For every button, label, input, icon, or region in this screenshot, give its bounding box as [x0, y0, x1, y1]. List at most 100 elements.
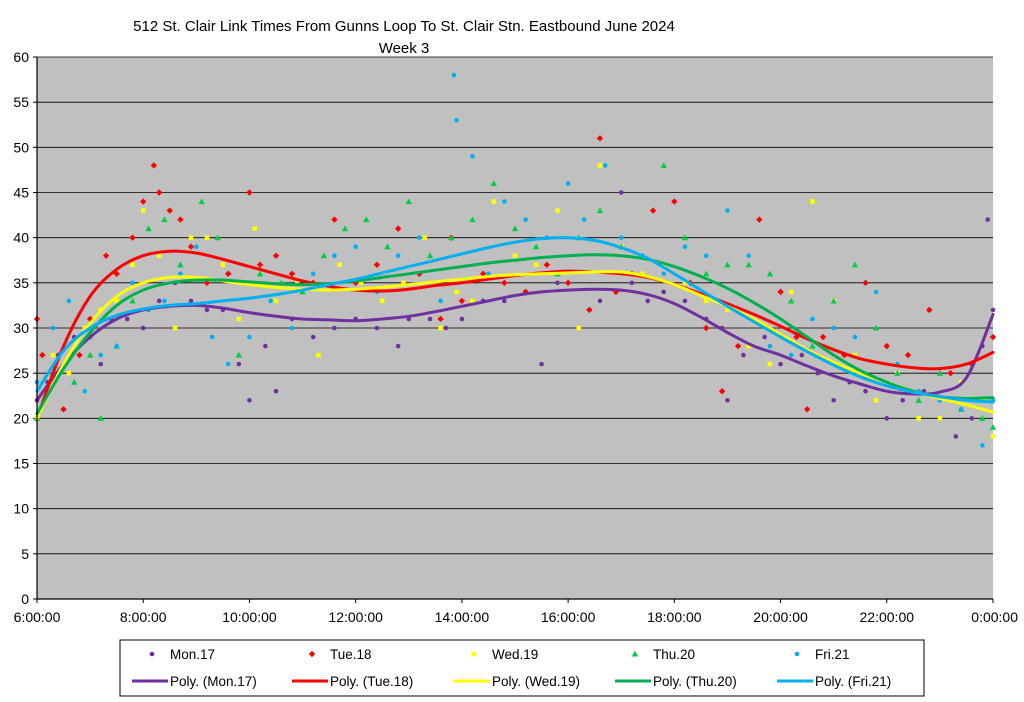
point-thu-20 — [703, 270, 710, 277]
x-tick-label: 20:00:00 — [753, 609, 808, 625]
point-mon-17 — [247, 397, 252, 403]
point-mon-17 — [953, 434, 959, 439]
legend-label-mon-17: Mon.17 — [170, 647, 215, 662]
y-tick-label: 55 — [13, 94, 29, 110]
point-wed-19 — [725, 307, 730, 313]
point-fri-21 — [852, 334, 858, 340]
point-mon-17 — [884, 416, 890, 421]
point-fri-21 — [178, 271, 183, 277]
point-wed-19 — [401, 280, 406, 286]
point-wed-19 — [82, 325, 88, 331]
point-thu-20 — [681, 234, 689, 241]
point-mon-17 — [459, 316, 465, 322]
point-thu-20 — [129, 297, 136, 304]
point-tue-18 — [225, 270, 232, 277]
point-fri-21 — [438, 298, 443, 304]
point-tue-18 — [883, 342, 890, 350]
point-wed-19 — [156, 253, 162, 259]
point-wed-19 — [50, 352, 56, 358]
point-tue-18 — [862, 279, 869, 287]
point-thu-20 — [177, 261, 184, 268]
point-thu-20 — [145, 225, 152, 232]
point-wed-19 — [916, 416, 921, 421]
point-wed-19 — [990, 434, 996, 439]
legend-marker-mon-17 — [149, 651, 155, 657]
point-mon-17 — [831, 397, 836, 403]
point-thu-20 — [979, 415, 986, 421]
legend-label-thu-20: Thu.20 — [653, 647, 695, 662]
point-wed-19 — [682, 280, 688, 286]
legend-label-poly-thu-20: Poly. (Thu.20) — [653, 674, 737, 689]
point-thu-20 — [426, 252, 434, 259]
point-thu-20 — [341, 225, 349, 232]
point-fri-21 — [958, 407, 964, 412]
point-fri-21 — [767, 343, 773, 349]
point-tue-18 — [39, 351, 46, 359]
point-wed-19 — [470, 298, 475, 304]
point-wed-19 — [140, 208, 146, 213]
point-wed-19 — [597, 163, 603, 168]
point-mon-17 — [236, 361, 242, 367]
point-wed-19 — [810, 199, 815, 204]
point-mon-17 — [985, 217, 990, 222]
point-thu-20 — [320, 252, 327, 259]
point-wed-19 — [130, 262, 135, 268]
point-wed-19 — [236, 316, 242, 322]
trend-lines — [35, 236, 995, 420]
point-tue-18 — [331, 216, 338, 223]
point-fri-21 — [289, 325, 295, 331]
point-mon-17 — [98, 361, 104, 367]
point-wed-19 — [533, 262, 539, 268]
point-wed-19 — [767, 361, 773, 367]
point-mon-17 — [900, 397, 906, 403]
point-mon-17 — [395, 343, 401, 349]
point-wed-19 — [114, 298, 119, 304]
point-tue-18 — [819, 333, 827, 341]
point-thu-20 — [70, 379, 78, 385]
point-fri-21 — [98, 352, 104, 358]
point-thu-20 — [745, 261, 752, 268]
legend-marker-tue-18 — [308, 650, 316, 658]
point-thu-20 — [915, 397, 922, 403]
point-tue-18 — [246, 189, 253, 196]
x-tick-label: 22:00:00 — [860, 609, 915, 625]
point-thu-20 — [533, 243, 540, 250]
point-mon-17 — [799, 352, 805, 358]
point-mon-17 — [597, 298, 603, 304]
point-wed-19 — [422, 235, 428, 240]
point-wed-19 — [512, 253, 518, 259]
legend-label-poly-fri-21: Poly. (Fri.21) — [815, 674, 891, 689]
trendline-fri-21 — [35, 236, 995, 404]
y-tick-label: 15 — [13, 456, 29, 472]
point-tue-18 — [968, 360, 975, 368]
point-wed-19 — [358, 280, 364, 286]
point-tue-18 — [155, 189, 163, 196]
point-fri-21 — [82, 388, 88, 394]
point-tue-18 — [177, 216, 184, 223]
legend-label-tue-18: Tue.18 — [330, 647, 372, 662]
point-fri-21 — [225, 361, 231, 367]
point-thu-20 — [235, 351, 243, 358]
x-tick-label: 8:00:00 — [120, 609, 167, 625]
legend-label-fri-21: Fri.21 — [815, 647, 850, 662]
point-fri-21 — [417, 235, 422, 240]
point-fri-21 — [194, 244, 199, 249]
point-mon-17 — [762, 334, 767, 340]
point-fri-21 — [703, 253, 709, 259]
point-tue-18 — [904, 351, 912, 359]
trendline-mon-17 — [35, 287, 995, 402]
point-tue-18 — [989, 333, 997, 341]
gridlines — [37, 56, 993, 555]
point-wed-19 — [220, 262, 226, 268]
point-tue-18 — [76, 351, 83, 359]
point-tue-18 — [947, 369, 954, 377]
point-fri-21 — [114, 343, 119, 349]
point-mon-17 — [188, 298, 194, 304]
y-tick-label: 50 — [13, 139, 29, 155]
x-tick-label: 10:00:00 — [222, 609, 277, 625]
point-mon-17 — [618, 190, 624, 195]
trendline-thu-20 — [35, 253, 995, 416]
point-thu-20 — [384, 243, 391, 250]
point-mon-17 — [682, 298, 688, 304]
